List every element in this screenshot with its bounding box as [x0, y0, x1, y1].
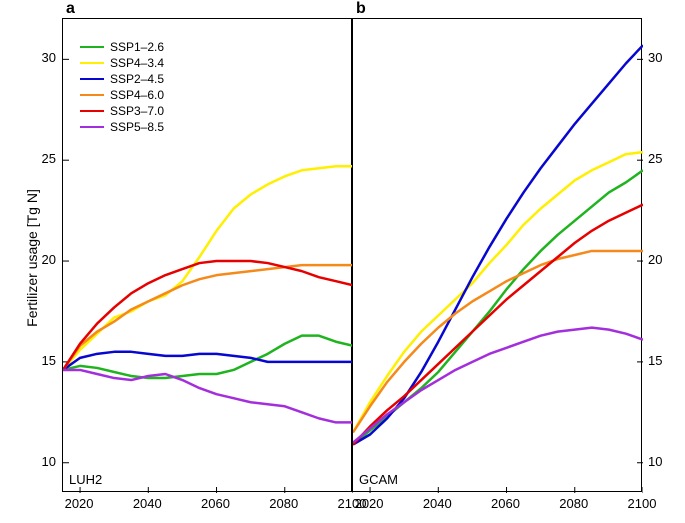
tick-label: 20	[42, 252, 56, 267]
tick-label: 25	[648, 151, 662, 166]
legend-label: SSP3–7.0	[110, 104, 164, 118]
panel-b-svg	[353, 19, 643, 493]
legend-item-ssp4_34: SSP4–3.4	[80, 56, 164, 70]
tick-label: 2060	[491, 496, 520, 511]
tick-label: 10	[648, 454, 662, 469]
legend-swatch	[80, 78, 104, 81]
legend-label: SSP4–3.4	[110, 56, 164, 70]
legend-swatch	[80, 46, 104, 49]
series-ssp5_85	[63, 370, 353, 422]
legend-label: SSP2–4.5	[110, 72, 164, 86]
panel-b-label: b	[356, 0, 366, 18]
tick-label: 25	[42, 151, 56, 166]
tick-label: 2040	[133, 496, 162, 511]
tick-label: 2080	[269, 496, 298, 511]
tick-label: 2080	[559, 496, 588, 511]
tick-label: 15	[648, 353, 662, 368]
legend-item-ssp5_85: SSP5–8.5	[80, 120, 164, 134]
tick-label: 2100	[628, 496, 657, 511]
legend-swatch	[80, 110, 104, 113]
tick-label: 10	[42, 454, 56, 469]
series-ssp2_45	[353, 45, 643, 444]
tick-label: 2020	[355, 496, 384, 511]
legend-swatch	[80, 62, 104, 65]
tick-label: 20	[648, 252, 662, 267]
series-ssp4_34	[63, 166, 353, 370]
legend-item-ssp4_60: SSP4–6.0	[80, 88, 164, 102]
tick-label: 30	[42, 50, 56, 65]
series-ssp2_45	[63, 352, 353, 370]
panel-a-source-label: LUH2	[69, 472, 102, 487]
panel-b-source-label: GCAM	[359, 472, 398, 487]
legend-swatch	[80, 94, 104, 97]
tick-label: 15	[42, 353, 56, 368]
tick-label: 2060	[201, 496, 230, 511]
legend-label: SSP5–8.5	[110, 120, 164, 134]
figure-container: Fertilizer usage [Tg N] a LUH2 b GCAM SS…	[0, 0, 685, 523]
tick-label: 2040	[423, 496, 452, 511]
legend: SSP1–2.6 SSP4–3.4 SSP2–4.5 SSP4–6.0 SSP3–7.0…	[80, 40, 164, 136]
series-ssp5_85	[353, 328, 643, 443]
panel-a-label: a	[66, 0, 75, 18]
series-ssp4_60	[353, 251, 643, 433]
y-axis-label: Fertilizer usage [Tg N]	[24, 178, 40, 338]
series-ssp1_26	[63, 336, 353, 378]
series-ssp4_34	[353, 152, 643, 432]
legend-item-ssp3_70: SSP3–7.0	[80, 104, 164, 118]
legend-item-ssp1_26: SSP1–2.6	[80, 40, 164, 54]
tick-label: 30	[648, 50, 662, 65]
legend-label: SSP1–2.6	[110, 40, 164, 54]
panel-b: GCAM	[352, 18, 642, 492]
tick-label: 2020	[65, 496, 94, 511]
legend-item-ssp2_45: SSP2–4.5	[80, 72, 164, 86]
legend-swatch	[80, 126, 104, 129]
legend-label: SSP4–6.0	[110, 88, 164, 102]
